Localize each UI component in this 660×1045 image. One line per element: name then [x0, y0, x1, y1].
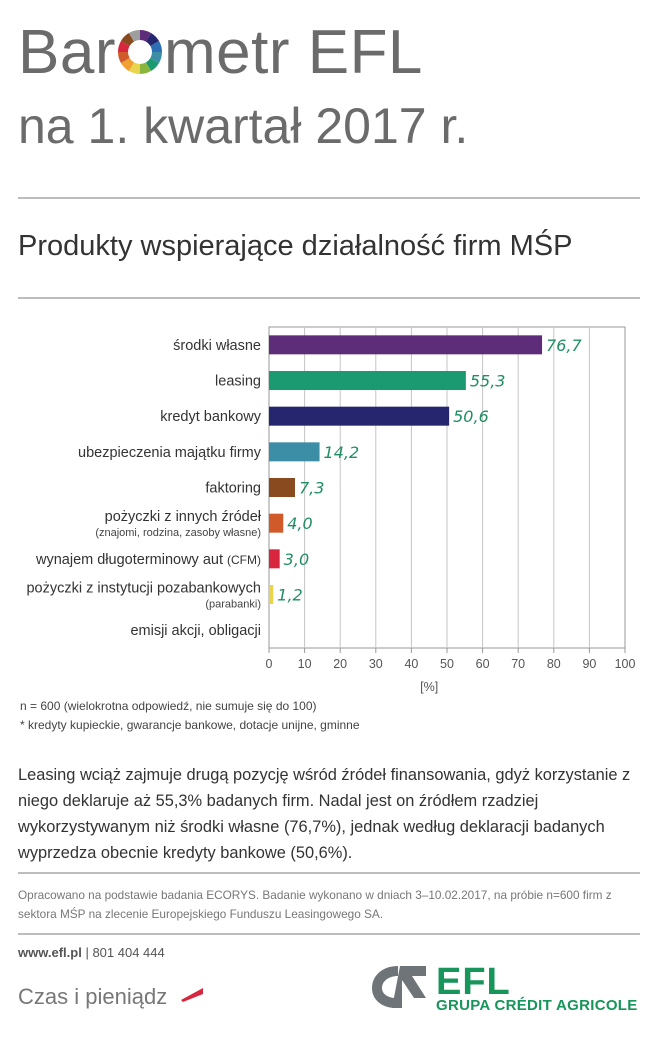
barometer-ring-icon	[117, 20, 163, 74]
phone-number: 801 404 444	[92, 945, 165, 960]
data-label: 76,7	[546, 336, 582, 355]
category-label: pożyczki z instytucji pozabankowych	[26, 581, 261, 597]
credit-agricole-logo-icon	[368, 962, 430, 1015]
x-tick-label: 40	[404, 657, 418, 671]
ring-segment	[139, 30, 151, 42]
ring-segment	[128, 62, 141, 74]
divider	[18, 297, 640, 299]
x-tick-label: 60	[476, 657, 490, 671]
data-label: 4,0	[287, 514, 312, 533]
ring-segment	[120, 57, 135, 72]
bar	[269, 549, 280, 569]
ring-segment	[150, 51, 162, 63]
x-tick-label: 10	[298, 657, 312, 671]
category-label: leasing	[215, 374, 261, 390]
bar	[269, 371, 466, 390]
title-part1: Bar	[18, 18, 116, 87]
data-label: 1,2	[277, 586, 302, 605]
bar	[269, 513, 284, 533]
note-asterisk: * kredyty kupieckie, gwarancje bankowe, …	[20, 718, 360, 732]
data-label: 50,6	[453, 407, 489, 426]
x-tick-label: 30	[369, 657, 383, 671]
x-tick-label: 50	[440, 657, 454, 671]
x-tick-label: 90	[582, 657, 596, 671]
bar-chart-svg: 0 10 20 30 40 50 60 70 80 90 100 [%] środki własne 76…	[26, 326, 636, 694]
contact-separator: |	[85, 945, 89, 960]
source-note: Opracowano na podstawie badania ECORYS. …	[18, 888, 612, 921]
x-tick-label: 80	[547, 657, 561, 671]
x-tick-label: 0	[266, 657, 273, 671]
x-tick-label: 100	[615, 657, 636, 671]
bar-chart: 0 10 20 30 40 50 60 70 80 90 100 [%] środki własne 76…	[0, 315, 660, 700]
bar	[269, 406, 450, 426]
brand-group-name: GRUPA CRÉDIT AGRICOLE	[436, 997, 638, 1014]
page-title: Bar metr EFL	[18, 18, 423, 88]
ring-segment	[128, 30, 141, 42]
description-text: Leasing wciąż zajmuje drugą pozycję wśró…	[18, 766, 631, 862]
chart-subtitle: Produkty wspierające działalność firm MŚ…	[18, 230, 573, 262]
ring-segment	[117, 41, 130, 53]
note-sample: n = 600 (wielokrotna odpowiedź, nie sumu…	[20, 699, 317, 713]
category-label: ubezpieczenia majątku firmy	[78, 445, 262, 461]
bar	[269, 442, 320, 462]
ring-segment	[117, 51, 130, 63]
bar	[269, 335, 543, 355]
divider	[18, 197, 640, 199]
category-label: wynajem długoterminowy aut (CFM)	[35, 552, 261, 568]
data-label: 55,3	[470, 372, 506, 391]
ring-segment	[145, 57, 160, 72]
category-label: środki własne	[173, 338, 261, 354]
divider	[18, 872, 640, 874]
chart-notes: n = 600 (wielokrotna odpowiedź, nie sumu…	[20, 697, 360, 735]
website-link[interactable]: www.efl.pl	[18, 945, 82, 960]
ring-segment	[139, 62, 151, 74]
red-flag-icon	[181, 988, 204, 1002]
x-axis-label: [%]	[420, 680, 438, 694]
ring-segment	[145, 32, 160, 47]
data-label: 3,0	[284, 550, 309, 569]
category-label: kredyt bankowy	[160, 409, 261, 425]
contact-line: www.efl.pl | 801 404 444	[18, 945, 165, 960]
slogan: Czas i pieniądz	[18, 984, 205, 1010]
ring-segment	[150, 41, 162, 53]
category-sublabel: (parabanki)	[205, 599, 261, 611]
ring-segment	[120, 32, 135, 47]
data-label: 7,3	[299, 479, 324, 498]
x-tick-label: 70	[511, 657, 525, 671]
category-label: faktoring	[205, 481, 261, 497]
divider	[18, 933, 640, 935]
page-title-line2: na 1. kwartał 2017 r.	[18, 98, 469, 154]
category-sublabel: (znajomi, rodzina, zasoby własne)	[95, 527, 261, 539]
category-label: pożyczki z innych źródeł	[105, 509, 262, 525]
x-tick-label: 20	[333, 657, 347, 671]
data-label: 14,2	[324, 443, 360, 462]
efl-brand: EFL	[436, 961, 511, 1003]
category-label: emisji akcji, obligacji	[130, 623, 261, 639]
bar	[269, 478, 295, 497]
bar	[269, 585, 274, 604]
slogan-text: Czas i pieniądz	[18, 984, 168, 1009]
title-part2: metr EFL	[163, 18, 423, 87]
